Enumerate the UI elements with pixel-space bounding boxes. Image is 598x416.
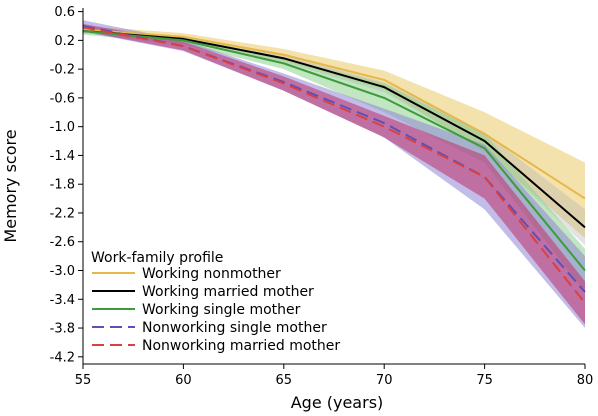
legend-label: Nonworking single mother bbox=[142, 320, 327, 336]
y-tick-label: -4.2 bbox=[50, 350, 75, 365]
y-tick-label: -2.6 bbox=[50, 235, 75, 250]
y-tick-label: 0.6 bbox=[54, 5, 75, 20]
y-tick-label: -3.8 bbox=[50, 322, 75, 337]
y-tick-label: -1.4 bbox=[50, 149, 75, 164]
band-nonworking-married-mother bbox=[83, 23, 585, 325]
line-nonworking-married-mother bbox=[82, 26, 586, 304]
legend-label: Nonworking married mother bbox=[142, 338, 340, 354]
x-tick-label: 70 bbox=[376, 373, 393, 388]
line-nonworking-single-mother bbox=[82, 24, 586, 293]
x-tick-label: 65 bbox=[276, 373, 293, 388]
line-working-nonmother bbox=[82, 28, 586, 200]
x-tick-label: 75 bbox=[476, 373, 493, 388]
x-tick-label: 55 bbox=[75, 373, 92, 388]
y-tick-label: 0.2 bbox=[54, 34, 75, 49]
series-lines bbox=[82, 24, 586, 304]
y-tick-label: -1.8 bbox=[50, 178, 75, 193]
y-tick-label: -0.2 bbox=[50, 63, 75, 78]
x-axis-title: Age (years) bbox=[291, 393, 384, 412]
x-tick-label: 60 bbox=[175, 373, 192, 388]
y-tick-label: -0.6 bbox=[50, 91, 75, 106]
line-working-married-mother bbox=[82, 30, 586, 229]
band-working-nonmother bbox=[83, 25, 585, 239]
legend-title: Work-family profile bbox=[91, 250, 223, 266]
y-tick-label: -2.2 bbox=[50, 206, 75, 221]
legend-label: Working nonmother bbox=[142, 266, 281, 282]
axes: 0.6 0.2 -0.2 -0.6 -1.0 -1.4 -1.8 -2.2 -2.6 -3.0 -3… bbox=[1, 5, 593, 412]
y-tick-label: -1.0 bbox=[50, 120, 75, 135]
legend-label: Working single mother bbox=[142, 302, 301, 318]
x-tick-label: 80 bbox=[577, 373, 594, 388]
y-tick-label: -3.0 bbox=[50, 264, 75, 279]
y-axis-title: Memory score bbox=[1, 129, 20, 242]
line-working-single-mother bbox=[82, 30, 586, 272]
legend-label: Working married mother bbox=[142, 284, 314, 300]
y-tick-label: -3.4 bbox=[50, 293, 75, 308]
